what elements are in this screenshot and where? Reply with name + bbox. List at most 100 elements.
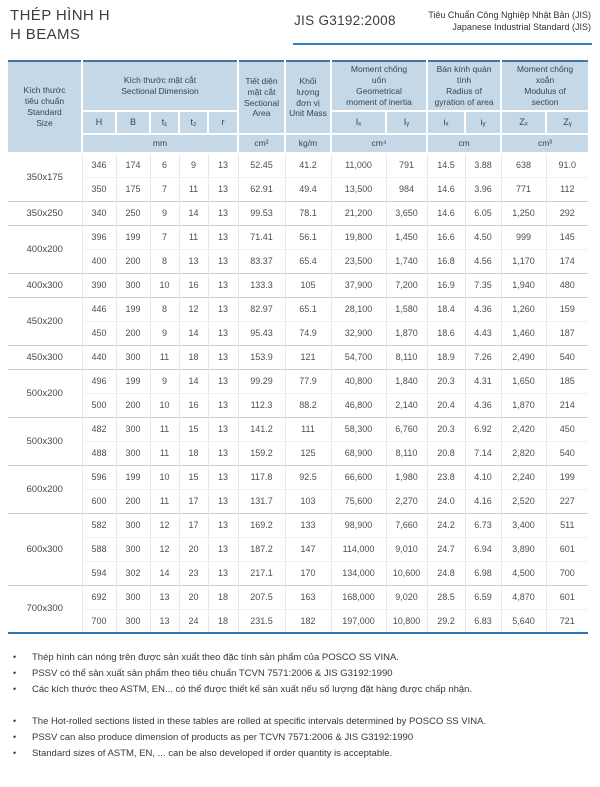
- unit-cm: cm: [426, 133, 503, 154]
- value-cell: 163: [285, 584, 332, 609]
- value-cell: 588: [82, 536, 117, 561]
- table-row: 488 300 11 18 13 159.2 125 68,900 8,110 20.8 7.14 2…: [8, 440, 589, 465]
- value-cell: 3.96: [465, 176, 502, 201]
- value-cell: 496: [82, 368, 117, 393]
- table-row: 500x200 496 199 9 14 13 99.29 77.9 40,800 1,840 20…: [8, 368, 589, 417]
- value-cell: 1,870: [386, 320, 428, 345]
- value-cell: 721: [546, 608, 589, 633]
- value-cell: 217.1: [238, 560, 286, 585]
- value-cell: 16: [179, 392, 209, 417]
- value-cell: 14: [179, 320, 209, 345]
- value-cell: 200: [116, 392, 151, 417]
- standard-size-cell: 400x300: [8, 272, 83, 297]
- value-cell: 9,020: [386, 584, 428, 609]
- header-modulus-section: Moment chống xoắn Modulus of section: [500, 61, 589, 112]
- standard-size-cell: 500x200: [8, 368, 83, 417]
- value-cell: 200: [116, 488, 151, 513]
- value-cell: 13: [208, 368, 239, 393]
- value-cell: 540: [546, 440, 589, 465]
- value-cell: 11,000: [331, 153, 387, 177]
- value-cell: 13: [208, 296, 239, 321]
- value-cell: 23.8: [427, 464, 466, 489]
- value-cell: 1,940: [501, 272, 547, 297]
- value-cell: 13: [208, 560, 239, 585]
- value-cell: 4.31: [465, 368, 502, 393]
- value-cell: 28,100: [331, 296, 387, 321]
- value-cell: 7.14: [465, 440, 502, 465]
- value-cell: 3,890: [501, 536, 547, 561]
- value-cell: 52.45: [238, 153, 286, 177]
- value-cell: 10: [150, 464, 180, 489]
- note-item: • PSSV có thể sản xuất sản phẩm theo tiêu…: [13, 667, 600, 680]
- value-cell: 13: [208, 224, 239, 249]
- table-row: 400x200 396 199 7 11 13 71.41 56.1 19,800 1,450 16…: [8, 224, 589, 273]
- unit-cm3: cm³: [500, 133, 589, 154]
- value-cell: 131.7: [238, 488, 286, 513]
- value-cell: 182: [285, 608, 332, 633]
- value-cell: 199: [116, 224, 151, 249]
- value-cell: 11: [150, 488, 180, 513]
- table-row: 600x200 596 199 10 15 13 117.8 92.5 66,600 1,980 2…: [8, 464, 589, 513]
- value-cell: 54,700: [331, 344, 387, 369]
- value-cell: 8: [150, 248, 180, 273]
- value-cell: 440: [82, 344, 117, 369]
- value-cell: 8: [150, 296, 180, 321]
- value-cell: 2,140: [386, 392, 428, 417]
- value-cell: 4.16: [465, 488, 502, 513]
- value-cell: 250: [116, 200, 151, 225]
- value-cell: 4.36: [465, 392, 502, 417]
- value-cell: 46,800: [331, 392, 387, 417]
- header-radius-gyration: Bán kính quán tính Radius of gyration of…: [426, 61, 503, 112]
- value-cell: 2,420: [501, 416, 547, 441]
- value-cell: 4.36: [465, 296, 502, 321]
- value-cell: 13: [208, 440, 239, 465]
- value-cell: 145: [546, 224, 589, 249]
- value-cell: 74.9: [285, 320, 332, 345]
- value-cell: 24: [179, 608, 209, 633]
- standard-size-cell: 500x300: [8, 416, 83, 465]
- value-cell: 7: [150, 176, 180, 201]
- value-cell: 24.0: [427, 488, 466, 513]
- value-cell: 117.8: [238, 464, 286, 489]
- unit-mm: mm: [81, 133, 239, 154]
- value-cell: 450: [546, 416, 589, 441]
- value-cell: 9,010: [386, 536, 428, 561]
- note-text: PSSV can also produce dimension of produ…: [32, 732, 414, 743]
- value-cell: 7.35: [465, 272, 502, 297]
- value-cell: 346: [82, 153, 117, 177]
- table-row: 350x250 340 250 9 14 13 99.53 78.1 21,200 3,650 14…: [8, 200, 589, 225]
- value-cell: 13: [208, 176, 239, 201]
- value-cell: 13: [208, 272, 239, 297]
- note-item: • PSSV can also produce dimension of prod…: [13, 731, 600, 744]
- value-cell: 207.5: [238, 584, 286, 609]
- value-cell: 601: [546, 584, 589, 609]
- value-cell: 1,740: [386, 248, 428, 273]
- value-cell: 482: [82, 416, 117, 441]
- beam-table-body: 350x175 346 174 6 9 13 52.45 41.2 11,000 791 14.5 3…: [8, 153, 589, 633]
- value-cell: 3,400: [501, 512, 547, 537]
- value-cell: 200: [116, 320, 151, 345]
- value-cell: 582: [82, 512, 117, 537]
- value-cell: 13: [208, 536, 239, 561]
- value-cell: 28.5: [427, 584, 466, 609]
- value-cell: 17: [179, 512, 209, 537]
- value-cell: 594: [82, 560, 117, 585]
- value-cell: 600: [82, 488, 117, 513]
- table-row: 450x200 446 199 8 12 13 82.97 65.1 28,100 1,580 18…: [8, 296, 589, 345]
- value-cell: 11: [150, 344, 180, 369]
- value-cell: 1,460: [501, 320, 547, 345]
- value-cell: 13: [208, 416, 239, 441]
- value-cell: 13: [208, 392, 239, 417]
- value-cell: 2,490: [501, 344, 547, 369]
- value-cell: 13: [208, 153, 239, 177]
- value-cell: 18.6: [427, 320, 466, 345]
- value-cell: 700: [82, 608, 117, 633]
- value-cell: 18: [179, 440, 209, 465]
- value-cell: 18.4: [427, 296, 466, 321]
- value-cell: 168,000: [331, 584, 387, 609]
- value-cell: 21,200: [331, 200, 387, 225]
- value-cell: 112.3: [238, 392, 286, 417]
- value-cell: 7,200: [386, 272, 428, 297]
- bullet-icon: •: [13, 668, 17, 678]
